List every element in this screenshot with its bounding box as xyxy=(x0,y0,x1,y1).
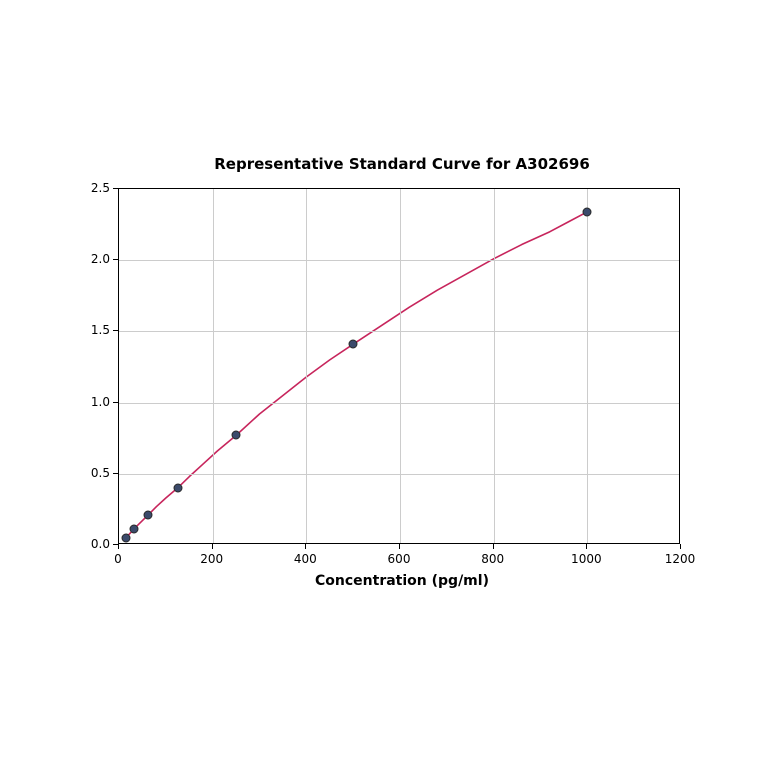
grid-line-vertical xyxy=(587,189,588,543)
data-point-marker xyxy=(583,207,592,216)
x-tick-mark xyxy=(399,544,400,549)
x-tick-label: 0 xyxy=(114,552,122,566)
x-tick-mark xyxy=(493,544,494,549)
x-tick-mark xyxy=(680,544,681,549)
data-point-marker xyxy=(129,525,138,534)
x-tick-mark xyxy=(212,544,213,549)
y-tick-label: 1.5 xyxy=(82,323,110,337)
y-tick-mark xyxy=(113,188,118,189)
grid-line-vertical xyxy=(213,189,214,543)
grid-line-horizontal xyxy=(119,403,679,404)
data-point-marker xyxy=(144,511,153,520)
grid-line-horizontal xyxy=(119,331,679,332)
x-tick-label: 1200 xyxy=(665,552,696,566)
grid-line-horizontal xyxy=(119,474,679,475)
x-tick-mark xyxy=(586,544,587,549)
chart-title: Representative Standard Curve for A30269… xyxy=(0,155,764,173)
grid-line-vertical xyxy=(306,189,307,543)
chart-container: Representative Standard Curve for A30269… xyxy=(0,0,764,764)
grid-line-horizontal xyxy=(119,260,679,261)
y-tick-mark xyxy=(113,330,118,331)
x-tick-label: 400 xyxy=(294,552,317,566)
plot-area xyxy=(118,188,680,544)
x-tick-label: 200 xyxy=(200,552,223,566)
y-tick-mark xyxy=(113,402,118,403)
y-tick-label: 0.5 xyxy=(82,466,110,480)
x-tick-mark xyxy=(305,544,306,549)
grid-line-vertical xyxy=(494,189,495,543)
y-tick-label: 0.0 xyxy=(82,537,110,551)
x-axis-label: Concentration (pg/ml) xyxy=(0,573,764,589)
y-tick-label: 2.5 xyxy=(82,181,110,195)
data-point-marker xyxy=(232,431,241,440)
y-tick-mark xyxy=(113,544,118,545)
data-point-marker xyxy=(349,340,358,349)
y-tick-label: 1.0 xyxy=(82,395,110,409)
x-tick-mark xyxy=(118,544,119,549)
x-tick-label: 800 xyxy=(481,552,504,566)
x-tick-label: 600 xyxy=(388,552,411,566)
y-tick-mark xyxy=(113,473,118,474)
data-point-marker xyxy=(122,533,131,542)
grid-line-vertical xyxy=(400,189,401,543)
y-tick-label: 2.0 xyxy=(82,252,110,266)
y-tick-mark xyxy=(113,259,118,260)
x-tick-label: 1000 xyxy=(571,552,602,566)
data-point-marker xyxy=(173,484,182,493)
